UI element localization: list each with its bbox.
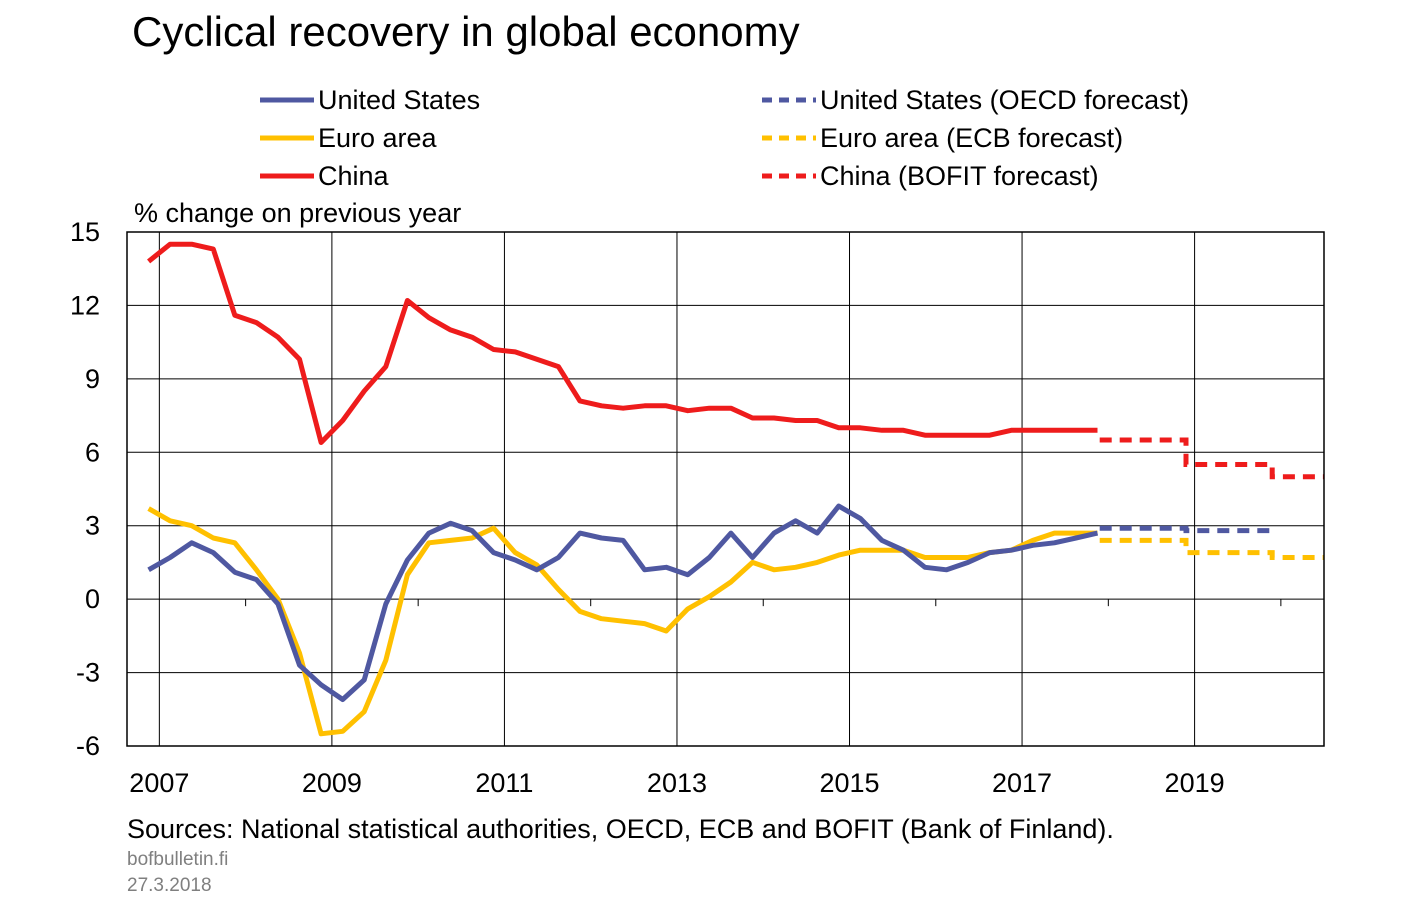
y-tick-label: 3 xyxy=(85,511,100,541)
legend-swatch xyxy=(762,135,816,141)
legend-swatch xyxy=(260,97,314,103)
series-line-euro-area-ecb-forecast xyxy=(1099,537,1324,560)
source-note: Sources: National statistical authoritie… xyxy=(127,814,1114,844)
y-tick-label: 12 xyxy=(70,290,100,320)
series-line-china-bofit-forecast xyxy=(1099,437,1324,480)
legend-label: China xyxy=(318,160,389,191)
series-line-euro-area xyxy=(147,506,1098,737)
gridlines xyxy=(127,232,1324,746)
legend-swatch xyxy=(762,97,816,103)
legend-item-china: China xyxy=(258,161,389,191)
chart-title: Cyclical recovery in global economy xyxy=(132,8,800,55)
legend-item-united-states: United States xyxy=(258,85,480,115)
legend-swatch xyxy=(260,173,314,179)
x-tick-label: 2015 xyxy=(819,768,879,798)
legend-swatch xyxy=(762,173,816,179)
y-axis-unit-label: % change on previous year xyxy=(134,198,462,228)
legend-label: China (BOFIT forecast) xyxy=(820,160,1099,191)
site-credit: bofbulletin.fi xyxy=(127,849,229,870)
x-axis-ticks: 2007 2009 2011 2013 2015 2017 2019 xyxy=(129,768,1224,798)
x-tick-label: 2011 xyxy=(475,768,533,798)
plot-frame xyxy=(126,231,1325,747)
series-lines xyxy=(147,241,1324,737)
x-tick-label: 2013 xyxy=(647,768,707,798)
legend-item-china-forecast: China (BOFIT forecast) xyxy=(760,161,1099,191)
y-tick-label: 15 xyxy=(70,217,100,247)
legend-label: United States xyxy=(318,84,481,115)
legend-label: Euro area xyxy=(318,122,437,153)
publication-date: 27.3.2018 xyxy=(127,875,212,896)
legend-item-euro-area-forecast: Euro area (ECB forecast) xyxy=(760,123,1123,153)
y-axis-ticks: -6 -3 0 3 6 9 12 15 xyxy=(70,217,100,761)
y-tick-label: 0 xyxy=(85,584,100,614)
legend-item-euro-area: Euro area xyxy=(258,123,437,153)
y-tick-label: 6 xyxy=(85,437,100,467)
legend-item-united-states-forecast: United States (OECD forecast) xyxy=(760,85,1189,115)
legend-swatch xyxy=(260,135,314,141)
series-line-united-states xyxy=(147,503,1099,702)
series-line-united-states-oecd-forecast xyxy=(1099,525,1273,534)
y-tick-label: -3 xyxy=(76,658,100,688)
legend-label: Euro area (ECB forecast) xyxy=(820,122,1124,153)
x-tick-label: 2017 xyxy=(992,768,1052,798)
x-tick-label: 2019 xyxy=(1165,768,1225,798)
y-tick-label: -6 xyxy=(76,731,100,761)
series-line-china xyxy=(147,241,1098,445)
y-tick-label: 9 xyxy=(85,364,100,394)
x-tick-label: 2007 xyxy=(129,768,189,798)
x-tick-label: 2009 xyxy=(302,768,362,798)
legend-label: United States (OECD forecast) xyxy=(820,84,1190,115)
